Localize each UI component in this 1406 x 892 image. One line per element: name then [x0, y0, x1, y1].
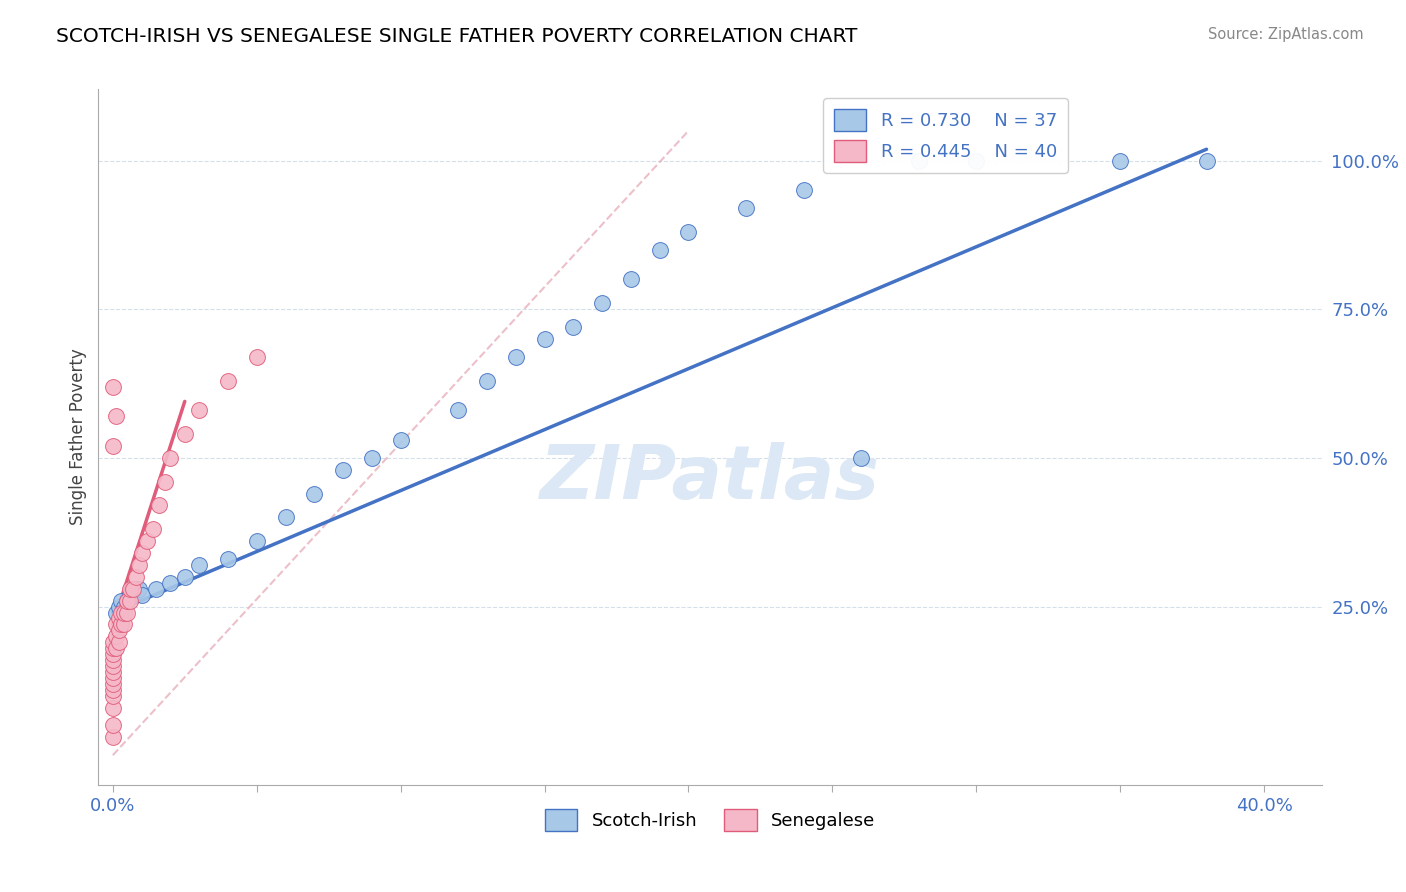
Point	[304, 486, 326, 500]
Point	[101, 659, 124, 673]
Point	[101, 718, 124, 732]
Point	[101, 641, 124, 656]
Point	[120, 593, 142, 607]
Point	[678, 225, 700, 239]
Point	[107, 624, 129, 638]
Point	[142, 522, 165, 536]
Point	[101, 635, 124, 649]
Point	[217, 374, 239, 388]
Text: Source: ZipAtlas.com: Source: ZipAtlas.com	[1208, 27, 1364, 42]
Point	[1109, 153, 1132, 168]
Point	[153, 475, 176, 489]
Point	[907, 153, 929, 168]
Point	[101, 379, 124, 393]
Point	[104, 617, 127, 632]
Point	[136, 534, 159, 549]
Point	[389, 433, 412, 447]
Y-axis label: Single Father Poverty: Single Father Poverty	[69, 349, 87, 525]
Point	[274, 510, 297, 524]
Point	[148, 499, 170, 513]
Point	[104, 606, 127, 620]
Point	[145, 582, 167, 596]
Point	[115, 593, 138, 607]
Point	[110, 606, 132, 620]
Point	[112, 599, 135, 614]
Point	[965, 153, 987, 168]
Point	[173, 427, 195, 442]
Point	[793, 183, 815, 197]
Point	[101, 671, 124, 685]
Point	[112, 617, 135, 632]
Point	[122, 588, 145, 602]
Point	[332, 463, 354, 477]
Point	[104, 629, 127, 643]
Point	[620, 272, 643, 286]
Text: SCOTCH-IRISH VS SENEGALESE SINGLE FATHER POVERTY CORRELATION CHART: SCOTCH-IRISH VS SENEGALESE SINGLE FATHER…	[56, 27, 858, 45]
Point	[101, 677, 124, 691]
Point	[1195, 153, 1218, 168]
Point	[110, 593, 132, 607]
Point	[115, 593, 138, 607]
Point	[849, 450, 872, 465]
Point	[246, 350, 269, 364]
Text: ZIPatlas: ZIPatlas	[540, 442, 880, 516]
Point	[107, 635, 129, 649]
Point	[120, 582, 142, 596]
Point	[101, 731, 124, 745]
Point	[159, 575, 181, 590]
Point	[246, 534, 269, 549]
Point	[475, 374, 498, 388]
Point	[188, 558, 211, 572]
Point	[128, 582, 150, 596]
Point	[107, 611, 129, 625]
Point	[115, 606, 138, 620]
Point	[101, 653, 124, 667]
Point	[125, 570, 148, 584]
Point	[562, 320, 585, 334]
Point	[131, 546, 153, 560]
Point	[104, 409, 127, 424]
Point	[101, 689, 124, 703]
Point	[112, 606, 135, 620]
Point	[101, 647, 124, 661]
Point	[360, 450, 382, 465]
Point	[122, 582, 145, 596]
Point	[128, 558, 150, 572]
Point	[159, 450, 181, 465]
Point	[533, 332, 555, 346]
Point	[107, 599, 129, 614]
Point	[447, 403, 470, 417]
Point	[591, 296, 613, 310]
Point	[104, 641, 127, 656]
Point	[110, 617, 132, 632]
Point	[188, 403, 211, 417]
Point	[131, 588, 153, 602]
Point	[120, 588, 142, 602]
Point	[505, 350, 527, 364]
Legend: Scotch-Irish, Senegalese: Scotch-Irish, Senegalese	[537, 802, 883, 838]
Point	[735, 201, 758, 215]
Point	[101, 439, 124, 453]
Point	[173, 570, 195, 584]
Point	[217, 552, 239, 566]
Point	[648, 243, 671, 257]
Point	[101, 682, 124, 697]
Point	[101, 700, 124, 714]
Point	[101, 665, 124, 679]
Point	[125, 582, 148, 596]
